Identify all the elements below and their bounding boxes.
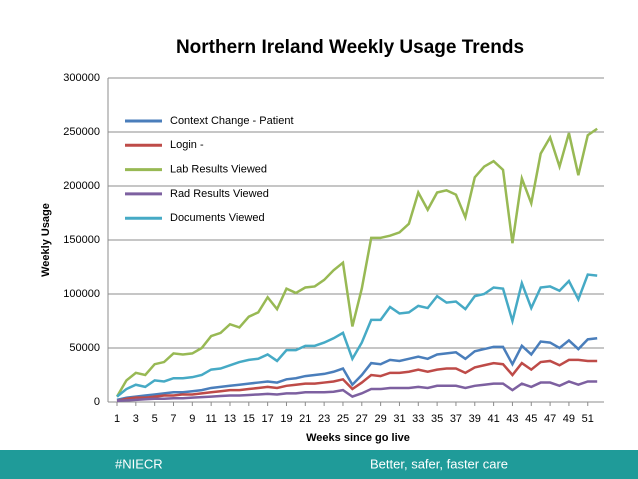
x-tick-label: 23	[318, 413, 330, 425]
legend-label: Lab Results Viewed	[170, 164, 267, 176]
x-tick-label: 43	[506, 413, 518, 425]
y-tick-label: 300000	[63, 72, 100, 84]
legend-label: Context Change - Patient	[170, 115, 294, 127]
x-tick-label: 39	[469, 413, 481, 425]
x-tick-label: 17	[262, 413, 274, 425]
x-tick-label: 27	[356, 413, 368, 425]
legend-label: Documents Viewed	[170, 212, 265, 224]
x-tick-label: 11	[205, 413, 216, 425]
x-tick-label: 49	[563, 413, 575, 425]
x-tick-label: 51	[582, 413, 594, 425]
legend-label: Rad Results Viewed	[170, 188, 269, 200]
x-tick-label: 19	[280, 413, 292, 425]
line-series	[116, 380, 598, 403]
x-tick-label: 9	[189, 413, 195, 425]
x-axis-label: Weeks since go live	[306, 432, 410, 444]
footer-bar	[0, 450, 638, 479]
y-tick-label: 150000	[63, 234, 100, 246]
x-tick-label: 45	[525, 413, 537, 425]
x-tick-label: 3	[133, 413, 139, 425]
y-axis-label: Weekly Usage	[40, 203, 52, 277]
x-tick-label: 41	[487, 413, 499, 425]
x-tick-label: 33	[412, 413, 424, 425]
y-tick-label: 200000	[63, 180, 100, 192]
line-series	[116, 358, 598, 403]
x-tick-label: 13	[224, 413, 236, 425]
x-tick-label: 15	[243, 413, 255, 425]
x-tick-label: 31	[393, 413, 405, 425]
footer-right: Better, safer, faster care	[370, 456, 508, 471]
x-tick-label: 5	[152, 413, 158, 425]
x-tick-label: 21	[299, 413, 311, 425]
x-tick-label: 47	[544, 413, 556, 425]
legend-label: Login -	[170, 139, 204, 151]
x-tick-label: 29	[375, 413, 387, 425]
y-tick-label: 250000	[63, 126, 100, 138]
y-tick-label: 0	[94, 396, 100, 408]
line-series	[115, 127, 598, 398]
y-tick-label: 100000	[63, 288, 100, 300]
x-tick-label: 1	[114, 413, 120, 425]
chart-title: Northern Ireland Weekly Usage Trends	[176, 37, 524, 58]
line-series	[116, 273, 598, 398]
y-tick-label: 50000	[69, 342, 100, 354]
x-tick-label: 35	[431, 413, 443, 425]
x-tick-label: 7	[170, 413, 176, 425]
line-series	[116, 337, 598, 402]
footer-left: #NIECR	[115, 456, 163, 471]
x-tick-label: 37	[450, 413, 462, 425]
x-tick-label: 25	[337, 413, 349, 425]
